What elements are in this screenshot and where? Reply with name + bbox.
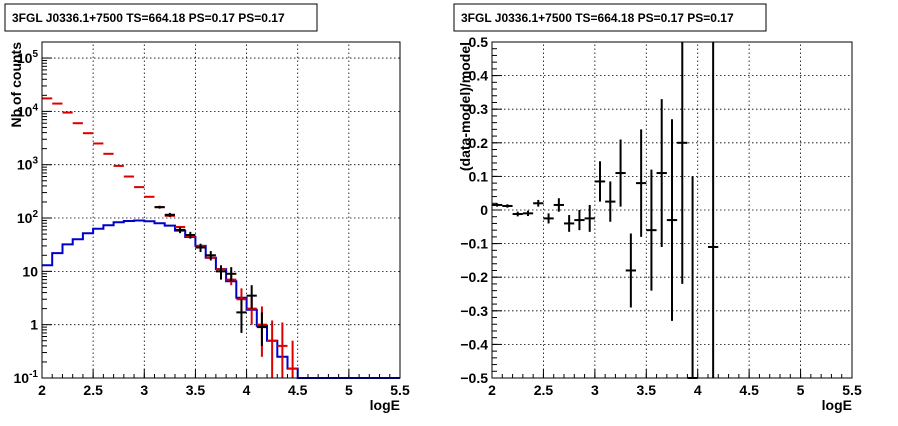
counts-x-tick-label: 4.5	[288, 382, 308, 398]
counts-y-tick-label: 104	[17, 102, 39, 119]
residual-data-point	[522, 210, 534, 217]
residual-x-axis-label: logE	[822, 397, 852, 413]
residual-data-point	[553, 198, 564, 212]
counts-grid	[42, 42, 400, 378]
residual-data-point	[636, 129, 647, 237]
counts-x-tick-label: 4	[243, 382, 251, 398]
residual-data-point	[708, 42, 719, 378]
residual-data-point	[615, 139, 626, 207]
counts-ticks	[41, 41, 401, 379]
residual-x-tick-labels: 2 2.5 3 3.5 4 4.5 5 5.5	[488, 382, 862, 398]
residual-data-point	[584, 204, 595, 232]
residual-x-tick-label: 2	[488, 382, 496, 398]
black-data-point	[195, 243, 206, 253]
residual-x-tick-label: 3.5	[637, 382, 657, 398]
residual-y-tick-label: 0.5	[469, 34, 489, 50]
black-data-point	[205, 251, 216, 261]
residual-data-point	[594, 161, 606, 202]
residual-x-tick-label: 3	[591, 382, 599, 398]
counts-x-tick-label: 3	[140, 382, 148, 398]
residual-y-tick-label: −0.1	[460, 236, 488, 252]
counts-y-tick-label: 103	[17, 156, 39, 173]
residual-y-tick-label: −0.3	[460, 303, 488, 319]
residual-data-point	[677, 42, 688, 284]
counts-x-tick-label: 2.5	[83, 382, 103, 398]
residual-x-tick-label: 2.5	[534, 382, 554, 398]
residual-data-point	[625, 233, 636, 308]
counts-plot-area	[42, 97, 400, 379]
residual-panel: 2 2.5 3 3.5 4 4.5 5 5.5 −0.5 −0.4 −0.3 −0.2 −0.1 0 0.…	[453, 3, 862, 413]
black-data-point	[215, 265, 227, 280]
black-data-point	[174, 226, 186, 234]
black-data-point	[246, 285, 257, 309]
residual-data-point	[512, 211, 523, 217]
counts-frame	[41, 41, 401, 379]
counts-x-axis-label: logE	[370, 397, 400, 413]
red-data-point	[287, 340, 298, 378]
residual-data-point	[564, 215, 575, 232]
counts-x-tick-label: 5	[345, 382, 353, 398]
black-data-point	[185, 231, 196, 239]
counts-panel: 2 2.5 3 3.5 4 4.5 5 5.5 10-1 1 10 102 103 104 105 log…	[4, 3, 410, 413]
black-data-point	[256, 312, 268, 346]
counts-x-tick-label: 2	[38, 382, 46, 398]
residual-y-tick-label: −0.5	[460, 370, 488, 386]
counts-y-tick-labels: 10-1 1 10 102 103 104 105	[14, 49, 39, 386]
residual-y-tick-label: −0.2	[460, 269, 488, 285]
counts-y-tick-label: 10	[22, 263, 38, 279]
residual-plot-area	[492, 42, 719, 379]
residual-y-tick-label: 0.2	[469, 135, 489, 151]
counts-x-tick-labels: 2 2.5 3 3.5 4 4.5 5 5.5	[38, 382, 410, 398]
black-data-point	[226, 267, 237, 282]
black-data-point	[236, 299, 247, 333]
residual-title: 3FGL J0336.1+7500 TS=664.18 PS=0.17 PS=0…	[461, 11, 734, 25]
counts-y-axis-label: Nb of counts	[8, 42, 24, 128]
residual-data-point	[543, 213, 554, 224]
residual-y-tick-labels: −0.5 −0.4 −0.3 −0.2 −0.1 0 0.1 0.2 0.3 0.4 0.5	[460, 34, 488, 386]
residual-data-point	[646, 169, 657, 291]
residual-x-tick-label: 5	[797, 382, 805, 398]
residual-data-point	[502, 204, 513, 208]
residual-data-point	[533, 199, 544, 207]
residual-y-tick-label: 0	[480, 202, 488, 218]
counts-y-tick-label: 105	[17, 49, 39, 66]
residual-data-point	[666, 119, 678, 321]
residual-data-point	[605, 181, 616, 222]
counts-title-box	[4, 3, 318, 32]
residual-data-point	[492, 203, 503, 207]
counts-y-tick-label: 102	[17, 209, 39, 226]
residual-x-tick-label: 4	[694, 382, 702, 398]
counts-x-tick-label: 3.5	[186, 382, 206, 398]
residual-x-tick-label: 4.5	[739, 382, 759, 398]
counts-x-tick-label: 5.5	[390, 382, 410, 398]
residual-y-tick-label: 0.3	[469, 101, 489, 117]
black-data-point	[164, 212, 175, 217]
residual-y-tick-label: 0.4	[469, 68, 489, 84]
residual-ticks	[491, 41, 853, 379]
residual-y-tick-label: 0.1	[469, 168, 489, 184]
residual-data-point	[574, 210, 585, 231]
counts-y-tick-label: 10-1	[14, 369, 39, 386]
red-data-point	[277, 322, 288, 378]
residual-title-box	[453, 3, 767, 32]
residual-data-point	[656, 99, 667, 247]
residual-x-tick-label: 5.5	[842, 382, 862, 398]
counts-y-tick-label: 1	[30, 317, 38, 333]
red-data-point	[267, 320, 278, 378]
black-data-point	[154, 205, 165, 209]
residual-y-tick-label: −0.4	[460, 336, 488, 352]
residual-y-axis-label: (data-model)/model	[457, 42, 473, 171]
counts-title: 3FGL J0336.1+7500 TS=664.18 PS=0.17 PS=0…	[12, 11, 285, 25]
model-histogram-line	[42, 219, 400, 379]
